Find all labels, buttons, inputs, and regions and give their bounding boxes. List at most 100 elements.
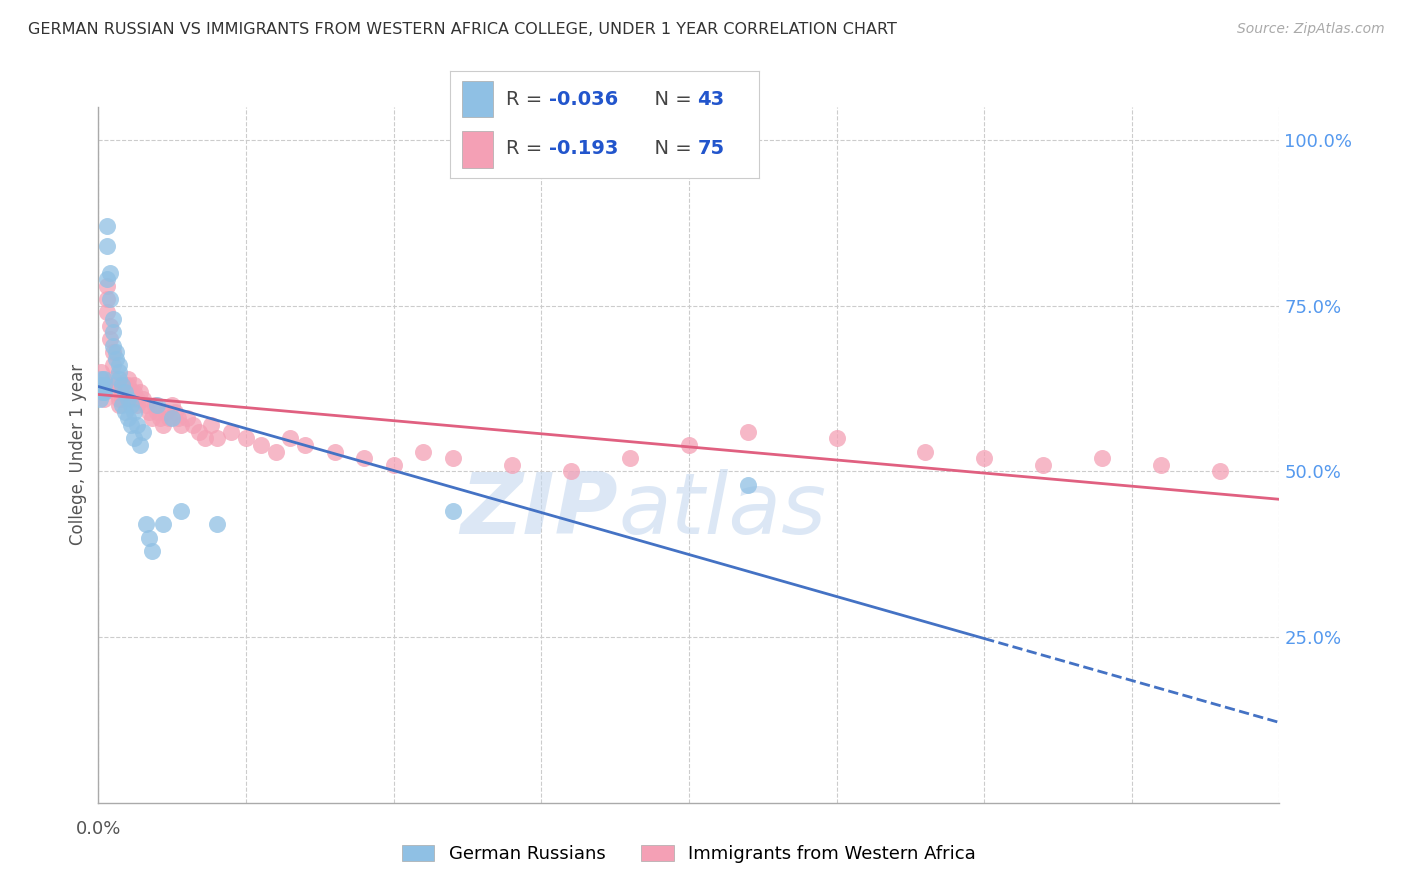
Point [1091,451,1114,466]
Point [825,431,848,445]
Point [105,345,128,359]
Point [117,392,139,406]
Point [125,418,148,433]
Point [93,384,115,399]
Point [93,378,115,392]
Point [170,504,193,518]
Point [89,384,111,399]
Point [441,451,464,466]
Legend: German Russians, Immigrants from Western Africa: German Russians, Immigrants from Western… [402,845,976,863]
Point [560,465,582,479]
Text: 0.0%: 0.0% [76,821,121,838]
Point [96,272,118,286]
Point [108,359,131,373]
Point [152,418,174,433]
Text: N =: N = [641,139,697,158]
Point [120,392,142,406]
Point [187,425,209,439]
Point [122,378,145,392]
Point [737,477,759,491]
Point [93,384,115,399]
Point [120,418,142,433]
Point [117,372,139,386]
Y-axis label: College, Under 1 year: College, Under 1 year [69,364,87,546]
Point [155,405,177,419]
Point [132,425,155,439]
Text: atlas: atlas [619,469,827,552]
Point [441,504,464,518]
Point [103,326,125,340]
Point [96,279,118,293]
Text: Source: ZipAtlas.com: Source: ZipAtlas.com [1237,22,1385,37]
Point [91,372,114,386]
Point [98,292,121,306]
Point [143,398,166,412]
Point [98,332,121,346]
Point [125,398,148,412]
Point [93,372,115,386]
Text: 75: 75 [697,139,724,158]
Point [125,392,148,406]
Point [141,411,163,425]
Point [90,378,112,392]
Point [353,451,375,466]
Point [167,411,190,425]
Text: ZIP: ZIP [460,469,619,552]
Point [91,384,114,399]
Point [619,451,641,466]
Point [250,438,273,452]
FancyBboxPatch shape [463,81,494,118]
Point [294,438,316,452]
Point [103,345,125,359]
Point [678,438,700,452]
Point [205,431,228,445]
Point [194,431,217,445]
Text: -0.036: -0.036 [548,90,619,109]
Point [1032,458,1054,472]
Point [501,458,523,472]
Point [98,318,121,333]
Point [128,438,150,452]
Point [105,351,128,366]
FancyBboxPatch shape [463,131,494,168]
Point [96,305,118,319]
Point [181,418,204,433]
Point [138,531,160,545]
Point [96,219,118,234]
Point [90,372,112,386]
Point [135,517,157,532]
Point [93,392,115,406]
Point [1209,465,1232,479]
Point [122,384,145,399]
Point [120,384,142,399]
Point [111,398,134,412]
Point [105,384,128,399]
Point [157,411,180,425]
Point [205,517,228,532]
Point [108,392,131,406]
Point [114,405,136,419]
Point [89,392,111,406]
Point [149,411,172,425]
Point [122,405,145,419]
Point [111,392,134,406]
Point [165,405,187,419]
Point [111,378,134,392]
Point [114,384,136,399]
Point [176,411,198,425]
Point [323,444,346,458]
Point [138,405,160,419]
Point [90,365,112,379]
Point [108,365,131,379]
Point [219,425,242,439]
Text: N =: N = [641,90,697,109]
Point [162,411,183,425]
Point [162,398,183,412]
Point [132,392,155,406]
Point [93,378,115,392]
Point [382,458,405,472]
Point [1150,458,1173,472]
Point [108,398,131,412]
Point [152,517,174,532]
Point [120,398,142,412]
